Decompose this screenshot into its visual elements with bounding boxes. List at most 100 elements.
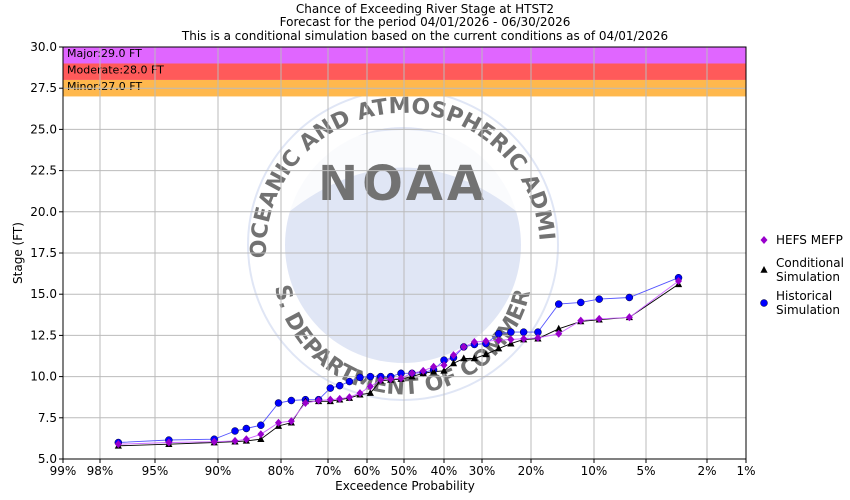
chart-title-line-2: Forecast for the period 04/01/2026 - 06/… bbox=[280, 15, 571, 29]
data-point-hefs-mefp bbox=[336, 394, 344, 403]
chart-title-line-3: This is a conditional simulation based o… bbox=[181, 29, 668, 43]
data-point-conditional-simulation bbox=[482, 350, 490, 358]
data-point-hefs-mefp bbox=[114, 440, 122, 449]
data-point-historical-simulation bbox=[507, 328, 515, 336]
x-tick-label: 60% bbox=[354, 464, 381, 478]
data-point-historical-simulation bbox=[554, 300, 563, 308]
data-point-historical-simulation bbox=[519, 328, 528, 336]
data-point-hefs-mefp bbox=[507, 335, 515, 344]
data-point-historical-simulation bbox=[335, 381, 344, 390]
x-tick-label: 40% bbox=[431, 464, 458, 478]
y-tick-label: 22.5 bbox=[30, 164, 57, 178]
x-tick-label: 2% bbox=[697, 464, 716, 478]
y-tick-label: 27.5 bbox=[30, 81, 57, 95]
watermark-logo-text: NOAA bbox=[318, 156, 488, 212]
data-point-conditional-simulation bbox=[440, 366, 448, 374]
data-point-historical-simulation bbox=[287, 396, 296, 405]
x-axis-label: Exceedence Probability bbox=[335, 479, 475, 493]
data-point-hefs-mefp bbox=[366, 382, 374, 391]
data-point-hefs-mefp bbox=[675, 277, 683, 286]
data-series bbox=[114, 273, 683, 449]
data-point-conditional-simulation bbox=[495, 344, 503, 352]
y-tick-label: 20.0 bbox=[30, 205, 57, 219]
watermark-disc bbox=[285, 127, 521, 363]
data-point-historical-simulation bbox=[274, 399, 283, 407]
data-point-conditional-simulation bbox=[470, 354, 478, 362]
x-tick-label: 95% bbox=[142, 464, 169, 478]
data-point-hefs-mefp bbox=[397, 374, 405, 383]
x-tick-label: 99% bbox=[50, 464, 77, 478]
watermark-bird-shape bbox=[285, 130, 521, 215]
data-point-hefs-mefp bbox=[450, 351, 457, 360]
y-axis-ticks: 5.0 7.5 10.0 12.5 15.0 17.5 20.0 22.5 25.0 27.5 30… bbox=[30, 40, 63, 466]
legend-marker-conditional-simulation bbox=[760, 266, 768, 273]
flood-band-label-moderate: Moderate:28.0 FT bbox=[67, 63, 164, 76]
flood-category-bands: Major:29.0 FT Moderate:28.0 FT Minor:27.0 … bbox=[63, 47, 746, 97]
x-tick-label: 20% bbox=[518, 464, 545, 478]
data-point-hefs-mefp bbox=[210, 437, 218, 446]
legend-marker-hefs-mefp bbox=[760, 236, 768, 244]
data-point-historical-simulation bbox=[231, 427, 239, 435]
data-point-hefs-mefp bbox=[440, 361, 448, 370]
data-point-hefs-mefp bbox=[287, 417, 295, 426]
data-point-conditional-simulation bbox=[430, 367, 438, 375]
data-point-hefs-mefp bbox=[257, 430, 265, 439]
legend: HEFS MEFPConditionalSimulationHistorical… bbox=[760, 233, 844, 317]
data-point-conditional-simulation bbox=[449, 359, 458, 367]
data-point-historical-simulation bbox=[595, 295, 603, 303]
y-tick-label: 7.5 bbox=[38, 411, 57, 425]
x-axis-ticks: 99% 98% 95% 90% 80% 70% 60% 50% 40% 30% 20% 10% 5% 2%… bbox=[50, 459, 756, 478]
data-point-hefs-mefp bbox=[315, 396, 323, 405]
data-point-historical-simulation bbox=[625, 293, 634, 302]
y-axis-label: Stage (FT) bbox=[11, 222, 25, 284]
data-point-historical-simulation bbox=[356, 373, 364, 382]
data-point-hefs-mefp bbox=[470, 337, 478, 346]
x-tick-label: 98% bbox=[87, 464, 114, 478]
data-point-hefs-mefp bbox=[520, 334, 528, 343]
x-tick-label: 90% bbox=[205, 464, 232, 478]
data-point-hefs-mefp bbox=[577, 316, 585, 325]
chart-title-line-1: Chance of Exceeding River Stage at HTST2 bbox=[296, 2, 554, 16]
data-point-historical-simulation bbox=[494, 330, 503, 338]
data-point-hefs-mefp bbox=[419, 366, 427, 375]
data-point-hefs-mefp bbox=[274, 418, 282, 427]
x-tick-label: 1% bbox=[736, 464, 755, 478]
y-tick-label: 17.5 bbox=[30, 246, 57, 260]
data-point-hefs-mefp bbox=[555, 329, 563, 338]
data-point-hefs-mefp bbox=[165, 438, 173, 447]
data-point-historical-simulation bbox=[345, 377, 354, 386]
data-point-hefs-mefp bbox=[356, 389, 364, 398]
flood-band-label-major: Major:29.0 FT bbox=[67, 47, 142, 60]
data-point-hefs-mefp bbox=[495, 336, 503, 345]
x-tick-label: 70% bbox=[315, 464, 342, 478]
data-point-hefs-mefp bbox=[460, 342, 468, 351]
legend-label-historical-simulation: Simulation bbox=[776, 303, 840, 317]
legend-marker-historical-simulation bbox=[760, 299, 768, 307]
data-point-hefs-mefp bbox=[482, 337, 490, 346]
data-point-hefs-mefp bbox=[534, 333, 542, 342]
flood-band-label-minor: Minor:27.0 FT bbox=[67, 80, 142, 93]
data-point-historical-simulation bbox=[242, 424, 251, 433]
data-point-historical-simulation bbox=[366, 372, 375, 381]
y-tick-label: 12.5 bbox=[30, 328, 57, 342]
data-point-hefs-mefp bbox=[345, 393, 353, 402]
data-point-hefs-mefp bbox=[387, 375, 395, 384]
x-tick-label: 80% bbox=[268, 464, 295, 478]
y-tick-label: 10.0 bbox=[30, 370, 57, 384]
legend-label-conditional-simulation: Simulation bbox=[776, 270, 840, 284]
y-tick-label: 15.0 bbox=[30, 287, 57, 301]
plot-frame bbox=[62, 46, 747, 460]
data-point-hefs-mefp bbox=[231, 436, 239, 445]
x-tick-label: 50% bbox=[391, 464, 418, 478]
x-tick-label: 30% bbox=[469, 464, 496, 478]
legend-label-historical-simulation: Historical bbox=[776, 289, 832, 303]
legend-label-conditional-simulation: Conditional bbox=[776, 256, 844, 270]
x-tick-label: 5% bbox=[636, 464, 655, 478]
y-tick-label: 25.0 bbox=[30, 122, 57, 136]
data-point-conditional-simulation bbox=[460, 354, 468, 362]
data-point-hefs-mefp bbox=[377, 375, 385, 384]
data-point-historical-simulation bbox=[326, 384, 335, 392]
data-point-conditional-simulation bbox=[555, 324, 563, 332]
data-point-hefs-mefp bbox=[326, 395, 334, 404]
